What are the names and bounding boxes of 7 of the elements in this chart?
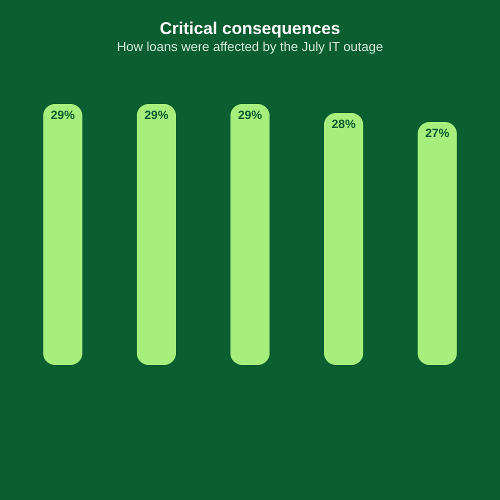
data-label: 29% xyxy=(50,108,76,122)
data-label: 29% xyxy=(144,108,169,122)
chart-subtitle: How loans were affected by the July IT outage xyxy=(116,39,384,54)
data-label: 29% xyxy=(238,108,262,122)
chart-title: Critical consequences xyxy=(160,19,340,38)
data-label: 28% xyxy=(332,117,356,131)
data-label: 27% xyxy=(425,126,450,140)
